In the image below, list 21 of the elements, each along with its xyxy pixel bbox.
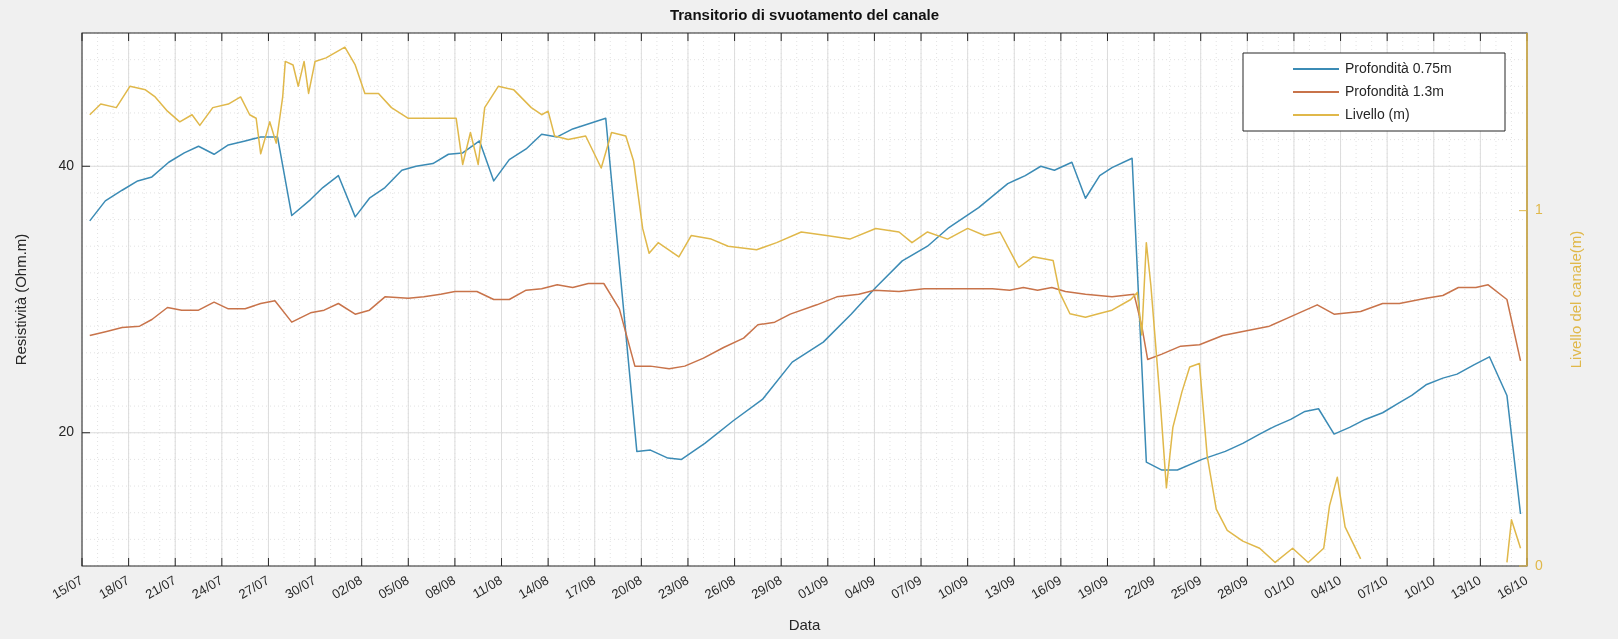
- y2-tick-label: 0: [1535, 556, 1543, 573]
- y-axis-title: Resistività (Ohm.m): [11, 233, 29, 366]
- y2-axis-title: Livello del canale(m): [1566, 230, 1584, 369]
- legend-label: Profondità 1.3m: [1345, 82, 1444, 99]
- x-tick-label: 01/10: [1261, 572, 1298, 602]
- x-tick-label: 02/08: [329, 572, 365, 602]
- chart-title: Transitorio di svuotamento del canale: [669, 6, 940, 23]
- x-tick-label: 04/09: [841, 572, 878, 602]
- x-tick-label: 11/08: [469, 572, 505, 602]
- x-tick-label: 07/09: [888, 572, 925, 602]
- y2-tick-label: 1: [1535, 201, 1543, 218]
- x-tick-label: 05/08: [375, 572, 412, 602]
- x-axis-title: Data: [788, 616, 821, 633]
- legend-label: Profondità 0.75m: [1345, 59, 1452, 76]
- x-tick-label: 08/08: [422, 572, 459, 602]
- x-tick-label: 07/10: [1354, 572, 1391, 602]
- y-tick-label: 40: [58, 156, 75, 173]
- x-tick-label: 01/09: [795, 572, 832, 602]
- y-tick-label: 20: [58, 423, 75, 440]
- x-tick-label: 04/10: [1308, 572, 1344, 602]
- legend-label: Livello (m): [1345, 105, 1410, 122]
